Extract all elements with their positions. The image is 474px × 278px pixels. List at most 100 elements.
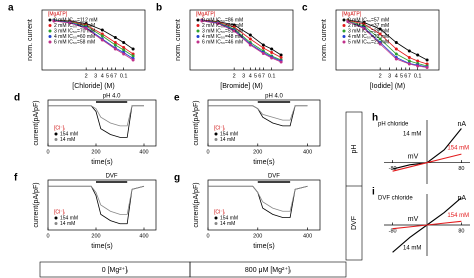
x-axis-label: time(s) [253,159,274,166]
x-tick-label: 200 [253,233,262,239]
legend-swatch [54,216,58,220]
data-point [394,41,398,44]
data-point [100,28,104,32]
panel-letter: i [372,187,375,198]
legend-title: [Cl⁻]ᵢ [214,125,225,131]
annotation: pH chloride [378,122,409,128]
legend-label: 14 mM [220,221,235,227]
plot-frame [47,99,157,147]
data-point [52,19,56,23]
legend-label: 6 mM IC₅₀=58 mM [54,39,95,45]
x-tick-label: 400 [139,233,148,239]
data-point [270,56,274,60]
x-tick-label: 3 [242,73,245,79]
panel-letter: a [8,3,14,14]
x-tick-label: 2 [85,73,88,79]
x-tick-label: 0.1 [414,73,422,79]
data-point [84,27,88,30]
data-point [425,66,429,69]
legend-label: 154 mM [220,215,238,221]
data-point [346,20,350,23]
x-tick-label: 200 [253,149,262,155]
x-tick-label: 5 [400,73,403,79]
x-axis-label: mV [408,154,419,161]
x-tick-label: 400 [303,233,312,239]
data-point [362,27,366,30]
legend-title: [MgATP] [196,11,216,17]
x-tick-label: -80 [389,228,397,234]
data-point [122,46,126,49]
y-axis-label: norm. current [27,19,34,61]
legend-swatch [196,18,200,22]
data-point [131,58,135,62]
data-point [407,49,411,53]
legend-label: 4 mM IC₅₀=23 mM [348,34,389,40]
y-axis-label: nA [457,121,466,128]
series-label: 14 mM [403,132,421,138]
x-tick-label: 7 [262,73,265,79]
x-axis-label: time(s) [253,243,274,250]
data-point [378,42,382,46]
x-tick-label: 5 [106,73,109,79]
x-tick-label: 0 [46,149,49,155]
data-point [122,41,126,44]
legend-swatch [48,40,52,44]
legend-label: 6 mM IC₅₀=46 mM [202,39,243,45]
legend-label: 4 mM IC₅₀=60 mM [54,34,95,40]
x-tick-label: 6 [110,73,113,79]
x-tick-label: 80 [458,228,464,234]
y-axis-label: norm. current [321,19,328,61]
data-point [279,53,283,57]
data-point [270,51,274,54]
series-line [208,105,308,121]
series-line [48,105,144,127]
data-point [279,56,283,59]
legend-swatch [196,29,200,33]
y-axis-label: norm. current [175,19,182,61]
data-point [122,48,126,52]
y-axis-label: current(pA/pF) [33,182,40,227]
x-tick-label: 3 [94,73,97,79]
plot-frame [207,179,321,231]
data-point [261,52,265,55]
data-point [394,57,398,61]
row-label: pH [351,145,358,154]
x-tick-label: 7 [408,73,411,79]
data-point [100,38,104,42]
legend-title: [Cl⁻]ᵢ [54,209,65,215]
x-tick-label: 4 [249,73,252,79]
x-axis-label: time(s) [91,159,112,166]
data-point [416,53,420,57]
x-tick-label: 6 [404,73,407,79]
x-tick-label: -80 [389,166,397,172]
legend-title: [Cl⁻]ᵢ [54,125,65,131]
legend-label: 0 mM IC₅₀=86 mM [202,17,243,23]
data-point [113,36,117,39]
legend-label: 4 mM IC₅₀=48 mM [202,34,243,40]
row-label: DVF [351,216,358,230]
legend-swatch [342,40,346,44]
legend-swatch [342,35,346,38]
x-axis-label: mV [408,216,419,223]
series-line [392,153,462,172]
legend-swatch [196,40,200,44]
legend-title: [MgATP] [342,11,362,17]
y-axis-label: current(pA/pF) [193,182,200,227]
x-tick-label: 200 [91,149,100,155]
x-tick-label: 400 [139,149,148,155]
x-axis-label: [Chloride] (M) [72,83,114,90]
data-point [248,33,252,37]
legend-label: 3 mM IC₅₀=70 mM [54,28,95,34]
legend-title: [MgATP] [48,11,68,17]
x-tick-label: 0 [206,233,209,239]
legend-swatch [196,24,200,27]
data-point [394,52,398,56]
data-point [248,43,252,47]
legend-label: 3 mM IC₅₀=29 mM [348,28,389,34]
x-tick-label: 2 [379,73,382,79]
legend-label: 5 mM IC₅₀=21 mM [348,39,389,45]
series-line [48,185,145,215]
x-tick-label: 4 [395,73,398,79]
data-point [416,59,420,63]
panel-letter: b [156,3,162,14]
